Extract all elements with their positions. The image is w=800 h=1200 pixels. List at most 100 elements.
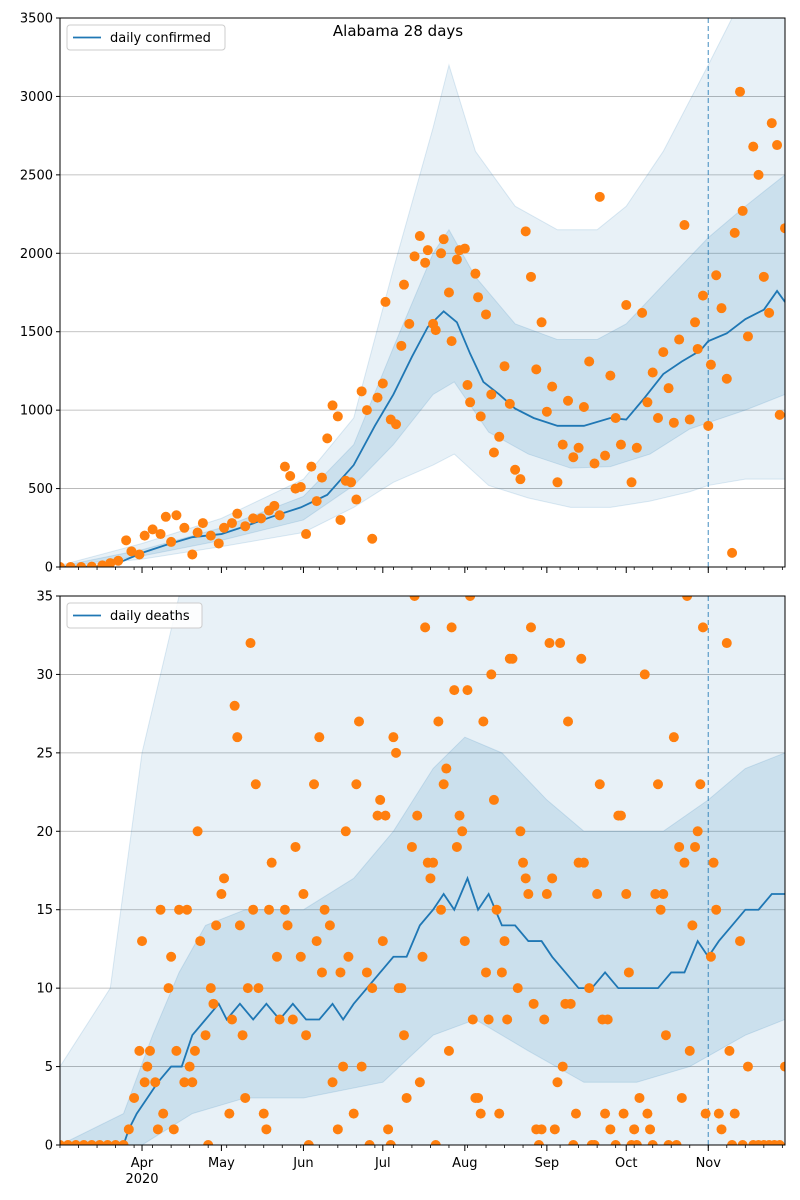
data-point — [735, 936, 746, 947]
data-point — [192, 826, 203, 837]
data-point — [748, 141, 759, 152]
data-point — [676, 1092, 687, 1103]
data-point — [541, 406, 552, 417]
data-point — [716, 303, 727, 314]
y-tick-label: 0 — [45, 1139, 53, 1154]
data-point — [600, 450, 611, 461]
y-tick-label: 0 — [45, 561, 53, 576]
data-point — [391, 747, 402, 758]
data-point — [605, 1124, 616, 1135]
data-point — [684, 414, 695, 425]
data-point — [179, 522, 190, 533]
data-point — [525, 271, 536, 282]
data-point — [303, 1140, 314, 1145]
y-tick-label: 2000 — [20, 247, 53, 262]
data-point — [504, 398, 515, 409]
data-point — [742, 1061, 753, 1072]
x-tick-label: Nov — [696, 1156, 722, 1171]
data-point — [502, 1014, 513, 1025]
data-point — [539, 1014, 550, 1025]
data-point — [457, 826, 468, 837]
data-point — [623, 967, 634, 978]
data-point — [494, 431, 505, 442]
data-point — [454, 810, 465, 821]
data-point — [409, 596, 420, 601]
data-point — [523, 889, 534, 900]
data-point — [576, 653, 587, 664]
data-point — [645, 1124, 656, 1135]
data-point — [727, 1140, 738, 1145]
data-point — [316, 472, 327, 483]
data-point — [578, 402, 589, 413]
data-point — [512, 983, 523, 994]
data-point — [166, 536, 177, 547]
data-point — [459, 936, 470, 947]
data-point — [118, 1140, 129, 1145]
data-point — [237, 1030, 248, 1041]
data-point — [774, 409, 785, 420]
axes-frame — [59, 595, 786, 1146]
data-point — [174, 904, 185, 915]
data-point — [404, 318, 415, 329]
data-point — [690, 317, 701, 328]
data-point — [335, 967, 346, 978]
data-point — [780, 1061, 785, 1072]
data-point — [618, 1108, 629, 1119]
data-point — [205, 983, 216, 994]
data-point — [578, 857, 589, 868]
data-point — [264, 904, 275, 915]
data-point — [234, 920, 245, 931]
data-point — [343, 951, 354, 962]
data-point — [615, 439, 626, 450]
axes-frame — [59, 17, 786, 568]
data-point — [301, 1030, 312, 1041]
data-point — [86, 1140, 97, 1145]
data-point — [152, 1124, 163, 1135]
data-point — [155, 529, 166, 540]
data-point — [494, 1108, 505, 1119]
data-point — [385, 1140, 396, 1145]
data-point — [200, 1030, 211, 1041]
data-point — [179, 1077, 190, 1088]
data-point — [764, 307, 775, 318]
data-point — [478, 716, 489, 727]
data-point — [621, 300, 632, 311]
data-point — [86, 561, 97, 567]
data-point — [610, 1140, 621, 1145]
data-point — [388, 732, 399, 743]
data-point — [544, 638, 555, 649]
data-point — [528, 998, 539, 1009]
data-point — [184, 1061, 195, 1072]
data-point — [470, 268, 481, 279]
data-point — [552, 1077, 563, 1088]
y-tick-label: 1000 — [20, 404, 53, 419]
data-point — [219, 873, 230, 884]
data-point — [642, 397, 653, 408]
data-point — [655, 904, 666, 915]
data-point — [488, 447, 499, 458]
data-point — [486, 389, 497, 400]
data-point — [610, 412, 621, 423]
data-point — [102, 1140, 113, 1145]
uncertainty-band-inner — [60, 174, 785, 567]
legend: daily confirmed — [66, 24, 226, 51]
data-point — [520, 873, 531, 884]
data-point — [171, 510, 182, 521]
data-point — [674, 841, 685, 852]
data-point — [256, 513, 267, 524]
data-point — [248, 513, 259, 524]
data-point — [361, 405, 372, 416]
data-point — [166, 951, 177, 962]
data-point — [615, 810, 626, 821]
data-point — [658, 889, 669, 900]
data-point — [361, 967, 372, 978]
y-tick-label: 3500 — [20, 12, 53, 27]
data-point — [309, 779, 320, 790]
data-point — [412, 810, 423, 821]
legend-box — [66, 24, 226, 51]
data-point — [433, 716, 444, 727]
data-point — [401, 1092, 412, 1103]
data-point — [626, 477, 637, 488]
data-point — [697, 622, 708, 633]
data-point — [729, 1108, 740, 1119]
